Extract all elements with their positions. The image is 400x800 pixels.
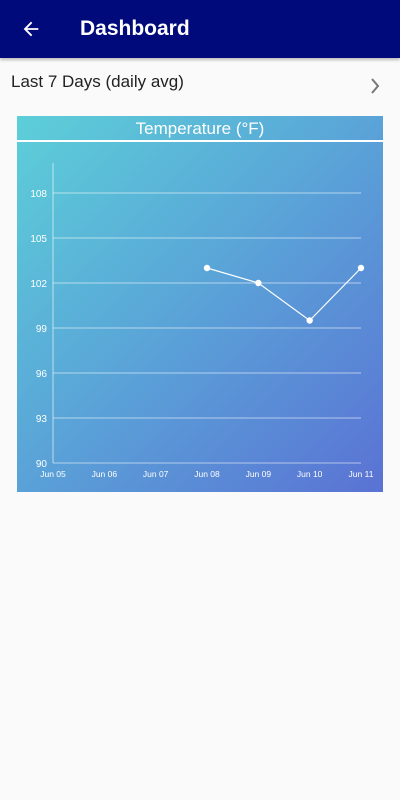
chevron-right-icon bbox=[371, 78, 380, 94]
chart-title-divider bbox=[17, 140, 383, 142]
arrow-left-icon bbox=[23, 21, 39, 37]
temperature-series-line bbox=[206, 267, 362, 322]
data-point bbox=[203, 264, 211, 272]
period-selector[interactable]: Last 7 Days (daily avg) bbox=[0, 58, 400, 108]
y-tick-label: 99 bbox=[36, 324, 48, 335]
data-point bbox=[306, 317, 313, 324]
x-tick-label: Jun 06 bbox=[92, 469, 118, 479]
y-tick-label: 96 bbox=[36, 369, 48, 380]
y-tick-label: 105 bbox=[30, 234, 47, 245]
x-tick-label: Jun 09 bbox=[246, 469, 272, 479]
temperature-chart-card: Temperature (°F) 90 93 96 99 102 105 108 Jun 05… bbox=[17, 116, 383, 492]
app-bar: Dashboard bbox=[0, 0, 400, 58]
x-tick-label: Jun 10 bbox=[297, 469, 323, 479]
temperature-chart: 90 93 96 99 102 105 108 Jun 05 Jun 06 Jun 07 Jun 0… bbox=[30, 163, 374, 479]
page-title: Dashboard bbox=[80, 17, 190, 40]
x-tick-label: Jun 07 bbox=[143, 469, 169, 479]
y-tick-label: 90 bbox=[36, 459, 48, 470]
x-tick-label: Jun 05 bbox=[40, 469, 66, 479]
x-tick-label: Jun 08 bbox=[194, 469, 220, 479]
data-point bbox=[255, 279, 262, 287]
back-button[interactable] bbox=[14, 12, 48, 46]
data-point bbox=[357, 264, 365, 272]
x-tick-label: Jun 11 bbox=[349, 469, 374, 479]
y-tick-label: 93 bbox=[36, 414, 48, 425]
y-tick-label: 108 bbox=[30, 189, 47, 200]
chart-title: Temperature (°F) bbox=[135, 119, 265, 138]
period-label: Last 7 Days (daily avg) bbox=[11, 72, 184, 91]
y-tick-label: 102 bbox=[30, 279, 47, 290]
